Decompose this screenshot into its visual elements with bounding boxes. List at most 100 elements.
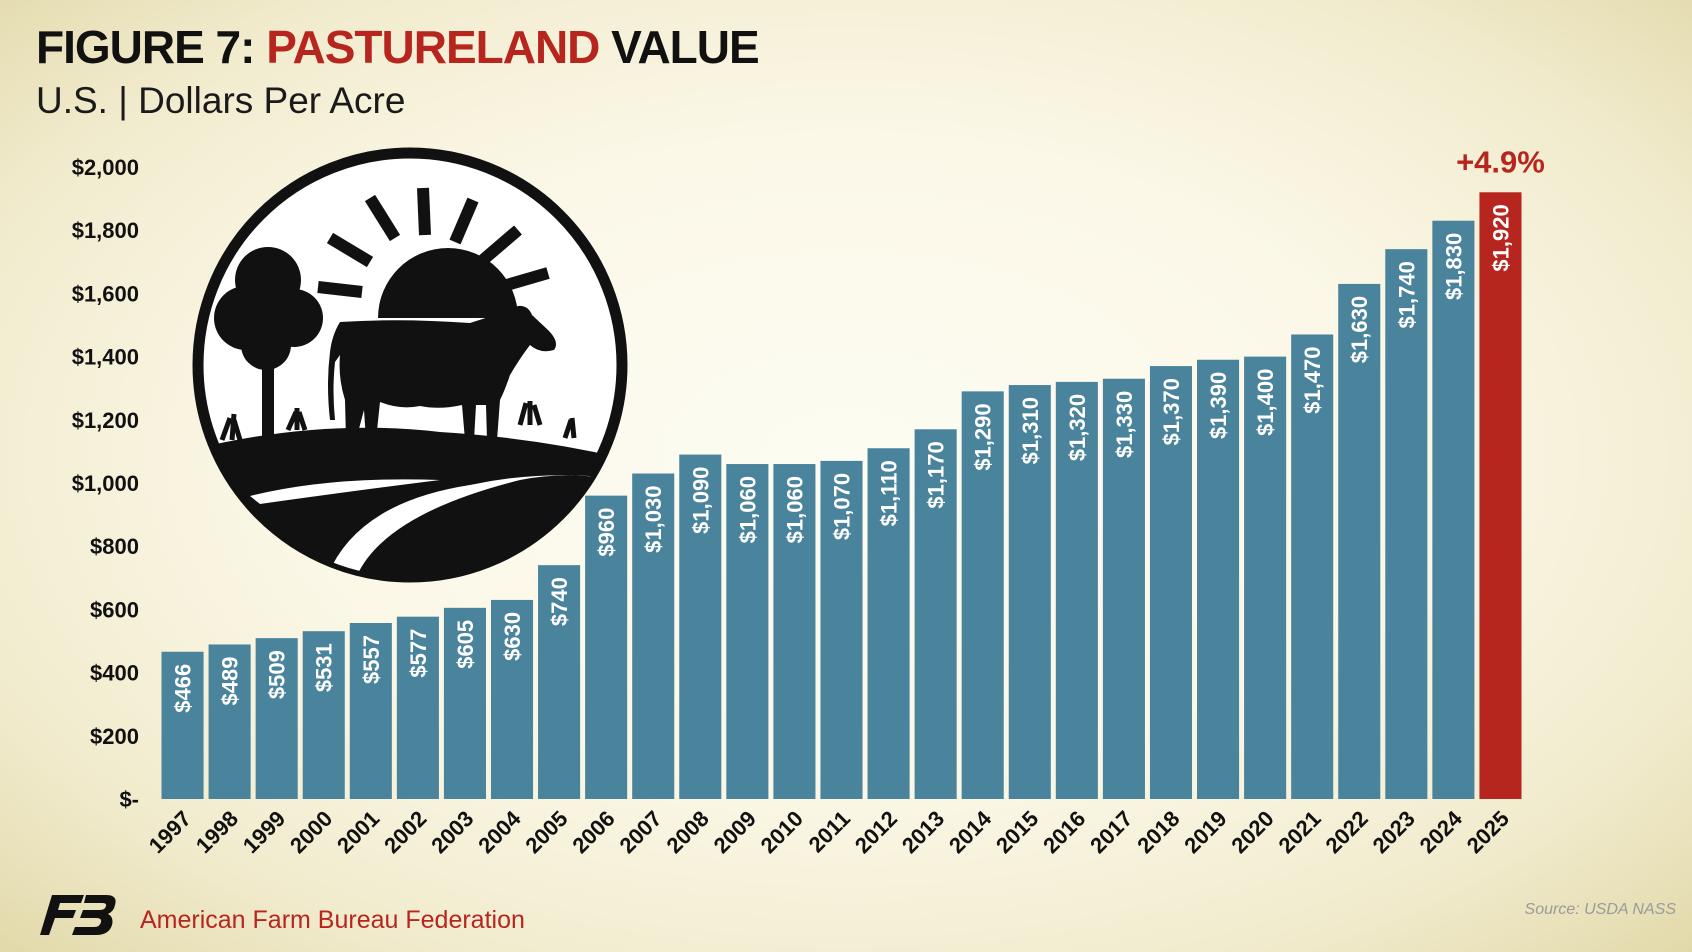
x-tick-label: 2024 [1415,805,1468,858]
y-tick-label: $1,400 [72,345,139,370]
bar-2025 [1479,192,1522,799]
bar-2008 [679,454,722,799]
bar-2011 [820,460,863,799]
data-labels: $466 $489 $509 $531 $557 $577 $605 $630 $740 $960… [171,204,1514,712]
bar-1999 [255,638,298,799]
bar-2022 [1338,283,1381,799]
data-label-2012: $1,110 [877,460,902,526]
x-tick-label: 2007 [614,806,666,858]
data-label-1997: $466 [171,664,196,713]
bar-2013 [914,429,957,799]
x-tick-label: 1997 [144,806,196,858]
x-tick-label: 2004 [473,805,526,858]
data-label-2021: $1,470 [1300,346,1325,413]
organization-name: American Farm Bureau Federation [140,906,525,934]
chart-subtitle: U.S. | Dollars Per Acre [36,80,406,121]
bar-2014 [961,391,1004,799]
y-tick-label: $2,000 [72,155,139,180]
data-label-2018: $1,370 [1159,378,1184,445]
data-label-2020: $1,400 [1253,369,1278,436]
y-tick-label: $200 [90,724,139,749]
x-tick-label: 2001 [332,806,384,858]
x-tick-label: 2000 [285,806,337,858]
bar-2015 [1008,385,1051,799]
y-tick-label: $1,000 [72,471,139,496]
bar-2012 [867,448,910,799]
bar-2017 [1102,378,1145,799]
bar-2007 [632,473,675,799]
data-label-2019: $1,390 [1206,372,1231,439]
data-label-1999: $509 [265,650,290,699]
y-tick-label: $1,200 [72,408,139,433]
data-label-2013: $1,170 [924,441,949,508]
x-tick-label: 1999 [238,806,290,858]
source-note: Source: USDA NASS [1524,901,1676,918]
x-tick-label: 2005 [520,806,572,858]
x-tick-label: 2013 [897,806,949,858]
bars [161,192,1522,800]
bar-2018 [1149,366,1193,799]
x-tick-label: 2023 [1368,806,1420,858]
y-tick-label: $800 [90,534,139,559]
y-tick-label: $1,600 [72,281,139,306]
data-label-2014: $1,290 [971,403,996,470]
data-label-2016: $1,320 [1065,394,1090,461]
data-label-2002: $577 [406,629,431,678]
title-highlight: PASTURELAND [266,21,600,73]
bar-2019 [1197,359,1240,799]
x-tick-label: 2017 [1085,806,1137,858]
y-axis: $- $200 $400 $600 $800 $1,000 $1,200 $1,400 $1,6… [72,155,139,812]
x-tick-label: 2021 [1273,806,1325,858]
data-label-2017: $1,330 [1112,391,1137,458]
x-axis: 1997199819992000200120022003200420052006… [144,805,1514,858]
x-tick-label: 2008 [662,806,714,858]
data-label-2022: $1,630 [1347,296,1372,363]
x-tick-label: 2010 [756,806,808,858]
data-label-2025: $1,920 [1488,204,1513,271]
data-label-2003: $605 [453,620,478,669]
data-label-2006: $960 [594,508,619,557]
farm-bureau-fb-logo [40,895,116,935]
data-label-2005: $740 [547,577,572,626]
x-tick-label: 2003 [426,806,478,858]
title-prefix: FIGURE 7: [36,21,267,73]
bar-2024 [1432,220,1475,800]
data-label-2000: $531 [312,643,337,692]
data-label-2023: $1,740 [1394,261,1419,328]
x-tick-label: 2018 [1132,806,1184,858]
y-tick-label: $400 [90,661,139,686]
bar-2006 [585,495,628,799]
bar-1997 [161,651,204,799]
data-label-2015: $1,310 [1018,397,1043,464]
bar-2009 [726,464,769,799]
data-label-2001: $557 [359,635,384,684]
data-label-2008: $1,090 [688,467,713,534]
data-label-2004: $630 [500,612,525,661]
x-tick-label: 2014 [944,805,997,858]
bar-2016 [1055,381,1098,799]
x-tick-label: 2019 [1179,806,1231,858]
data-label-2009: $1,060 [735,476,760,543]
bar-2020 [1244,356,1287,799]
bar-1998 [208,644,251,799]
x-tick-label: 2002 [379,806,431,858]
x-tick-label: 2016 [1038,806,1090,858]
bar-2001 [349,622,392,799]
x-tick-label: 2011 [804,806,855,857]
x-tick-label: 2012 [850,806,902,858]
x-tick-label: 2020 [1226,806,1278,858]
x-tick-label: 1998 [191,806,243,858]
cow-pasture-sunrise-icon [192,147,628,583]
bar-2005 [538,565,581,799]
annotations: +4.9% [1456,144,1545,179]
x-tick-label: 2006 [567,806,619,858]
bar-2010 [773,464,816,799]
chart-title: FIGURE 7: PASTURELAND VALUE [36,20,760,74]
x-tick-label: 2009 [709,806,761,858]
title-suffix: VALUE [599,21,760,73]
growth-annotation: +4.9% [1456,144,1545,179]
data-label-2011: $1,070 [830,473,855,540]
bar-2002 [396,616,439,799]
bar-2021 [1291,334,1334,799]
